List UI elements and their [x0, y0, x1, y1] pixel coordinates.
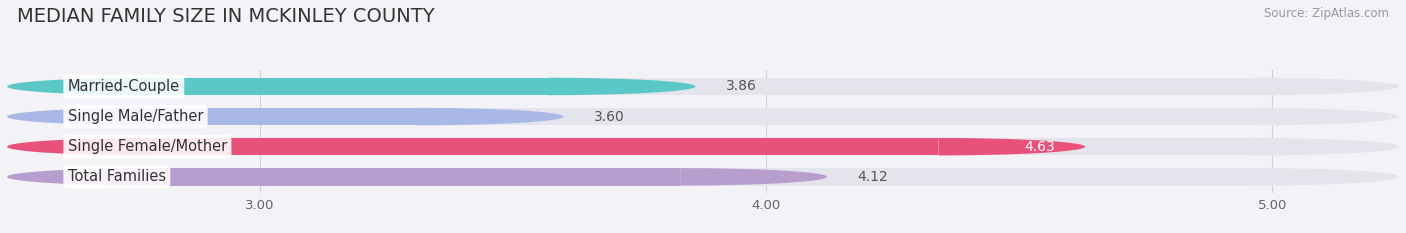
Wedge shape [1253, 138, 1399, 155]
Wedge shape [7, 108, 153, 125]
Text: Source: ZipAtlas.com: Source: ZipAtlas.com [1264, 7, 1389, 20]
Text: 4.63: 4.63 [1024, 140, 1054, 154]
Bar [153, 78, 548, 95]
Bar [153, 138, 938, 155]
Text: Total Families: Total Families [67, 169, 166, 184]
Wedge shape [938, 138, 1085, 155]
Bar [153, 138, 1253, 155]
Wedge shape [7, 78, 153, 95]
Wedge shape [7, 168, 153, 185]
Wedge shape [1253, 168, 1399, 185]
Text: 3.86: 3.86 [725, 79, 756, 93]
Bar [153, 168, 1253, 185]
Wedge shape [7, 78, 153, 95]
Bar [153, 108, 1253, 125]
Bar [153, 78, 1253, 95]
Bar [153, 108, 418, 125]
Wedge shape [1253, 78, 1399, 95]
Wedge shape [548, 78, 696, 95]
Wedge shape [681, 168, 827, 185]
Wedge shape [7, 138, 153, 155]
Wedge shape [7, 138, 153, 155]
Wedge shape [7, 168, 153, 185]
Wedge shape [7, 108, 153, 125]
Text: MEDIAN FAMILY SIZE IN MCKINLEY COUNTY: MEDIAN FAMILY SIZE IN MCKINLEY COUNTY [17, 7, 434, 26]
Text: Married-Couple: Married-Couple [67, 79, 180, 94]
Wedge shape [418, 108, 564, 125]
Text: 4.12: 4.12 [858, 170, 889, 184]
Text: Single Male/Father: Single Male/Father [67, 109, 204, 124]
Bar [153, 168, 681, 185]
Text: 3.60: 3.60 [595, 110, 624, 123]
Wedge shape [1253, 108, 1399, 125]
Text: Single Female/Mother: Single Female/Mother [67, 139, 226, 154]
